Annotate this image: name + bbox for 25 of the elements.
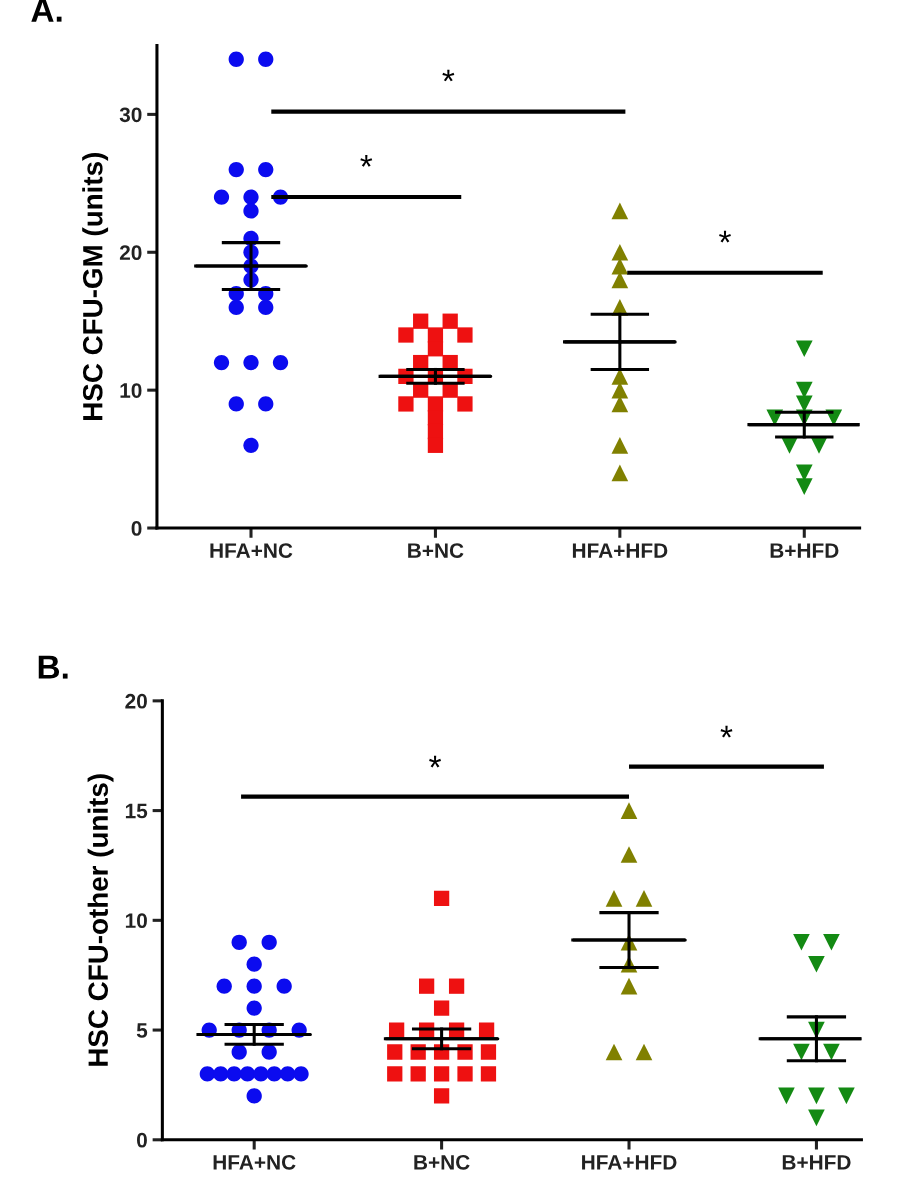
y-tick-label: 20 [119, 245, 142, 261]
y-tick-label: 10 [125, 913, 147, 929]
x-tick-label: HFA+NC [210, 543, 293, 558]
y-tick-label: 5 [136, 1023, 148, 1038]
chart-title: B. [38, 655, 68, 679]
annotation: * [719, 230, 731, 243]
x-tick-label: B+NC [408, 543, 464, 558]
annotation: * [429, 755, 442, 768]
y-axis-title: HSC CFU-GM (units) [82, 153, 109, 420]
y-tick-label: 0 [137, 1132, 147, 1148]
annotation: * [720, 725, 733, 738]
annotation: * [360, 155, 373, 167]
y-tick-label: 20 [125, 693, 147, 709]
x-tick-label: HFA+NC [213, 1154, 296, 1170]
x-tick-label: B+NC [414, 1154, 470, 1170]
y-tick-label: 0 [131, 521, 142, 536]
x-tick-label: B+HFD [770, 543, 839, 558]
annotation: * [442, 69, 455, 82]
x-tick-label: B+HFD [782, 1155, 851, 1170]
x-tick-label: HFA+HFD [582, 1155, 677, 1170]
y-axis-title: HSC CFU-other (units) [87, 774, 114, 1066]
y-tick-label: 10 [120, 383, 142, 398]
y-tick-label: 30 [119, 107, 142, 123]
x-tick-label: HFA+HFD [572, 543, 668, 558]
y-tick-label: 15 [125, 803, 148, 819]
